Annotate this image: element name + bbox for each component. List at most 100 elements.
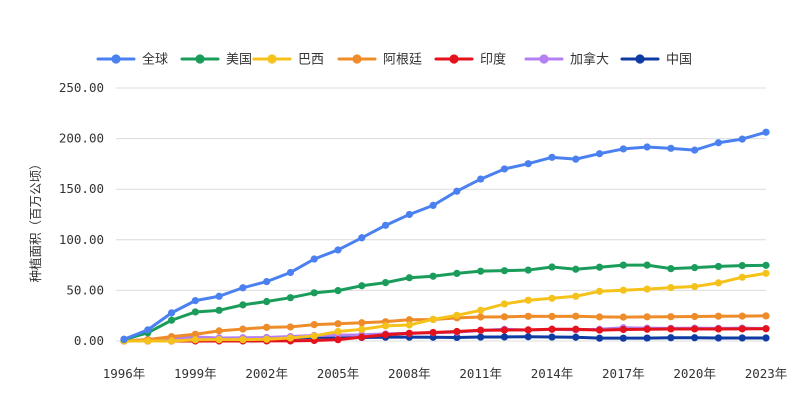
data-point xyxy=(738,262,746,270)
data-point xyxy=(738,334,746,342)
data-point xyxy=(500,300,509,308)
data-point xyxy=(358,319,366,327)
data-point xyxy=(762,334,770,342)
data-point xyxy=(239,284,247,292)
data-point xyxy=(762,325,770,333)
legend-item[interactable]: 阿根廷 xyxy=(337,53,422,68)
data-point xyxy=(215,336,223,344)
legend-item[interactable]: 巴西 xyxy=(252,53,324,68)
series-line xyxy=(122,263,768,341)
x-tick-label: 2020年 xyxy=(673,366,716,381)
data-point xyxy=(453,327,461,336)
data-point xyxy=(453,333,461,342)
data-point xyxy=(595,287,604,295)
data-point xyxy=(310,255,318,263)
data-point xyxy=(477,326,485,334)
legend-label: 阿根廷 xyxy=(383,53,422,68)
data-point xyxy=(691,334,699,342)
data-point xyxy=(381,322,390,330)
data-point xyxy=(691,312,699,321)
legend-item[interactable]: 印度 xyxy=(434,52,506,68)
data-point xyxy=(595,313,604,321)
data-point xyxy=(619,334,627,342)
data-point xyxy=(358,282,366,290)
data-point xyxy=(548,333,556,341)
series-line xyxy=(122,130,768,341)
series-0 xyxy=(120,128,770,343)
y-tick-label: 0.00 xyxy=(74,333,104,348)
legend-label: 美国 xyxy=(226,53,252,68)
data-point xyxy=(263,297,271,306)
data-point xyxy=(334,246,342,254)
data-point xyxy=(762,312,770,320)
data-point xyxy=(429,328,437,337)
x-tick-label: 2023年 xyxy=(745,366,788,381)
data-point xyxy=(215,327,223,335)
legend-item[interactable]: 全球 xyxy=(96,52,168,68)
data-point xyxy=(643,143,651,151)
x-tick-label: 2017年 xyxy=(602,366,645,381)
data-point xyxy=(738,325,746,333)
data-point xyxy=(405,316,413,324)
data-point xyxy=(239,336,247,344)
legend-item[interactable]: 加拿大 xyxy=(524,52,609,68)
data-point xyxy=(572,265,580,273)
legend-item[interactable]: 中国 xyxy=(620,53,692,68)
data-point xyxy=(691,146,699,154)
data-point xyxy=(714,279,723,287)
data-point xyxy=(144,326,152,334)
data-point xyxy=(191,336,199,344)
data-point xyxy=(429,272,437,280)
data-point xyxy=(477,306,485,314)
data-point xyxy=(548,294,556,302)
data-point xyxy=(643,285,651,293)
data-point xyxy=(500,267,509,275)
data-point xyxy=(167,337,176,345)
data-point xyxy=(381,221,390,229)
data-point xyxy=(524,333,532,341)
data-point xyxy=(738,312,746,320)
x-tick-label: 2005年 xyxy=(317,366,360,381)
legend-swatch-marker xyxy=(111,54,121,64)
data-point xyxy=(619,145,627,153)
x-tick-label: 2008年 xyxy=(388,366,431,381)
data-point xyxy=(310,332,318,340)
data-point xyxy=(310,321,318,329)
x-tick-label: 2011年 xyxy=(459,366,502,381)
data-point xyxy=(667,144,675,152)
legend-swatch-marker xyxy=(195,54,205,64)
x-tick-label: 1999年 xyxy=(174,366,217,381)
series-lines xyxy=(120,128,770,345)
legend-label: 巴西 xyxy=(298,53,324,68)
legend-label: 全球 xyxy=(142,52,168,68)
data-point xyxy=(595,150,604,158)
data-point xyxy=(310,289,318,297)
data-point xyxy=(263,277,271,286)
data-point xyxy=(453,187,461,195)
data-point xyxy=(714,312,723,320)
data-point xyxy=(215,306,223,314)
legend-swatch-marker xyxy=(539,54,549,64)
legend-label: 加拿大 xyxy=(570,52,609,68)
data-point xyxy=(191,297,199,305)
axes: 0.00 50.00 100.00 150.00 200.00 250.00 1996年 19… xyxy=(59,80,787,381)
y-tick-label: 100.00 xyxy=(59,232,104,247)
data-point xyxy=(572,333,580,341)
data-point xyxy=(714,325,723,333)
data-point xyxy=(762,128,770,136)
data-point xyxy=(358,325,366,333)
data-point xyxy=(477,267,485,275)
legend-swatch-marker xyxy=(352,54,362,64)
y-tick-label: 200.00 xyxy=(59,131,104,146)
data-point xyxy=(572,325,580,333)
data-point xyxy=(619,286,627,294)
data-point xyxy=(548,325,556,333)
data-point xyxy=(286,334,295,342)
data-point xyxy=(619,313,627,321)
data-point xyxy=(191,308,199,316)
data-point xyxy=(286,268,295,277)
legend-item[interactable]: 美国 xyxy=(180,53,252,68)
data-point xyxy=(358,234,366,242)
